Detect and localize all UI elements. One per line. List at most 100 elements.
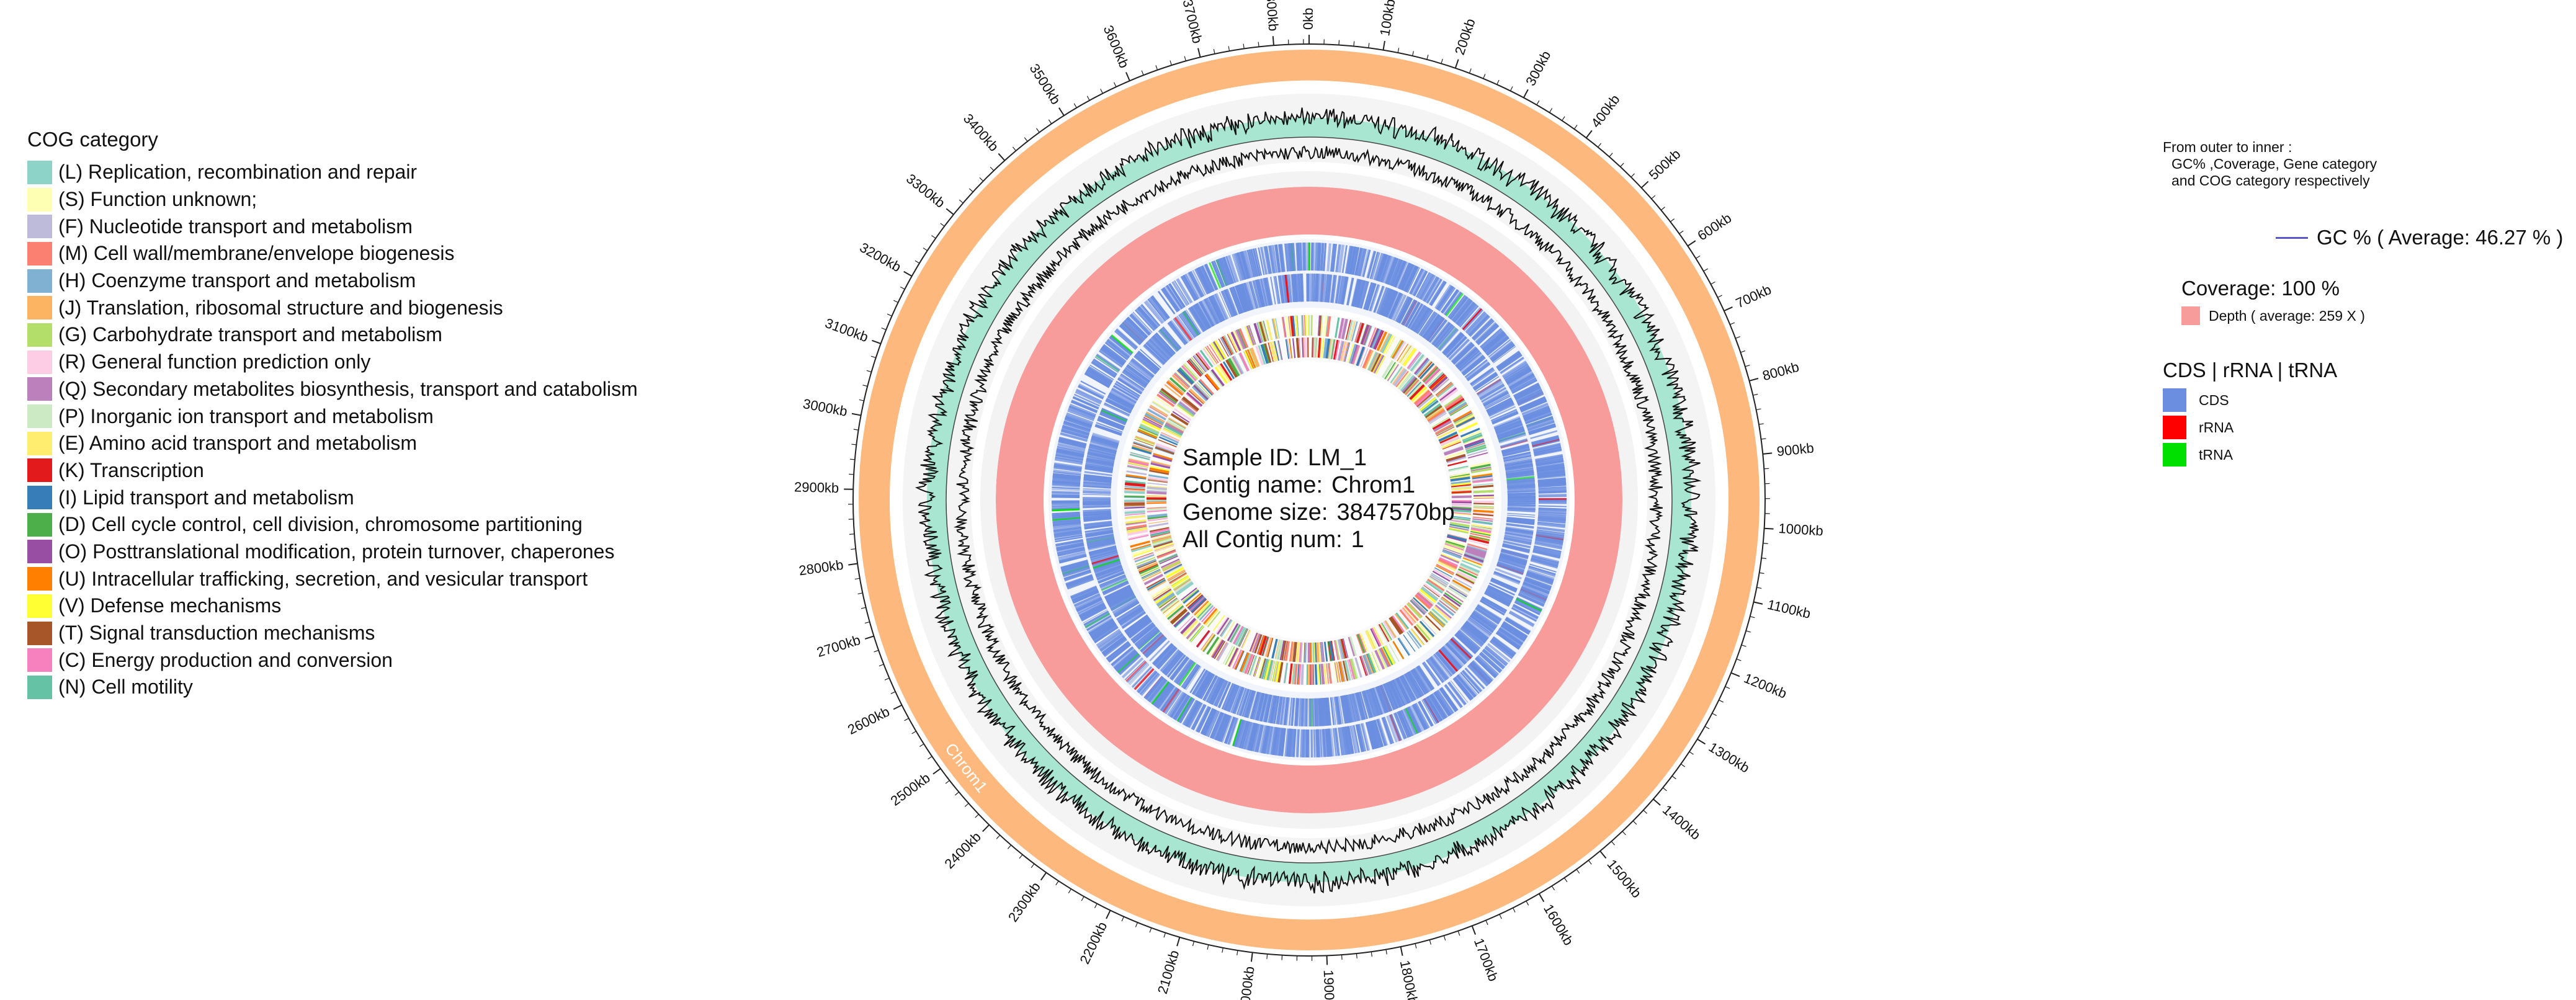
feature-mark — [1135, 308, 1156, 331]
feature-mark — [1149, 680, 1169, 704]
cog-mark — [1199, 605, 1214, 621]
cog-mark — [1377, 648, 1388, 668]
feature-mark — [1073, 592, 1101, 607]
feature-mark — [1398, 298, 1413, 324]
cog-mark — [1459, 565, 1479, 575]
feature-mark — [1242, 251, 1251, 279]
cog-mark — [1421, 587, 1438, 601]
feature-mark — [1538, 509, 1567, 512]
feature-mark — [1085, 530, 1114, 538]
feature-mark — [1086, 453, 1115, 462]
cog-mark — [1187, 391, 1204, 405]
cog-mark — [1459, 566, 1478, 576]
cog-mark — [1161, 560, 1180, 569]
cog-mark — [1346, 319, 1353, 341]
cog-mark — [1453, 577, 1472, 589]
feature-mark — [1137, 629, 1160, 649]
cog-mark — [1456, 573, 1475, 584]
feature-mark — [1169, 319, 1189, 344]
feature-mark — [1243, 690, 1254, 718]
feature-mark — [1270, 277, 1276, 305]
cog-mark — [1450, 520, 1470, 524]
cog-mark — [1254, 634, 1263, 654]
feature-mark — [1417, 273, 1434, 299]
cog-mark — [1410, 354, 1424, 372]
feature-mark — [1527, 569, 1555, 579]
feature-mark — [1405, 672, 1421, 699]
cog-mark — [1449, 466, 1469, 472]
axis-minor-tick — [1469, 68, 1472, 74]
feature-mark — [1160, 649, 1180, 672]
axis-tick-label: 3600kb — [1100, 23, 1132, 70]
feature-mark — [1410, 671, 1424, 695]
cog-mark — [1186, 391, 1203, 407]
feature-mark — [1173, 695, 1190, 720]
feature-mark — [1537, 477, 1566, 483]
cog-mark — [1148, 476, 1168, 482]
cog-label: (T) Signal transduction mechanisms — [58, 622, 375, 645]
feature-mark — [1128, 362, 1152, 381]
cog-mark — [1390, 616, 1403, 634]
feature-mark — [1149, 296, 1169, 320]
feature-mark — [1219, 258, 1231, 285]
cog-mark — [1356, 634, 1364, 654]
cog-mark — [1204, 374, 1219, 391]
feature-mark — [1134, 626, 1157, 646]
feature-mark — [1085, 468, 1113, 473]
feature-mark — [1260, 694, 1268, 721]
feature-mark — [1168, 692, 1186, 717]
cog-mark — [1260, 344, 1269, 364]
cog-mark — [1451, 480, 1471, 484]
feature-mark — [1114, 331, 1137, 350]
feature-mark — [1460, 672, 1479, 694]
feature-mark — [1211, 261, 1224, 288]
feature-mark — [1457, 349, 1480, 370]
cog-mark — [1131, 447, 1152, 455]
feature-mark — [1437, 689, 1454, 714]
cog-mark — [1187, 594, 1203, 609]
cog-mark — [1264, 659, 1271, 680]
cog-mark — [1274, 341, 1279, 361]
feature-mark — [1452, 343, 1475, 365]
feature-mark — [1479, 383, 1505, 401]
feature-mark — [1181, 311, 1199, 336]
cog-mark — [1212, 640, 1225, 659]
cog-mark — [1305, 315, 1307, 336]
feature-mark — [1500, 357, 1524, 375]
cog-mark — [1166, 382, 1183, 396]
cog-legend-item: (U) Intracellular trafficking, secretion… — [27, 565, 638, 592]
feature-mark — [1262, 725, 1269, 754]
axis-tick-label: 0kb — [1300, 8, 1316, 30]
feature-mark — [1375, 718, 1387, 746]
feature-mark — [1511, 379, 1537, 394]
feature-mark — [1362, 249, 1371, 277]
feature-mark — [1281, 728, 1286, 756]
feature-mark — [1097, 630, 1122, 649]
axis-minor-tick — [1611, 841, 1615, 846]
cog-mark — [1421, 619, 1436, 635]
cog-mark — [1153, 453, 1173, 460]
feature-mark — [1444, 684, 1463, 708]
cog-mark — [1140, 567, 1160, 577]
feature-mark — [1468, 314, 1490, 336]
feature-mark — [1266, 277, 1273, 305]
feature-mark — [1287, 243, 1294, 272]
cog-mark — [1451, 579, 1471, 592]
feature-mark — [1361, 249, 1370, 277]
axis-minor-tick — [1356, 953, 1357, 959]
cog-mark — [1281, 316, 1287, 337]
feature-mark — [1435, 285, 1454, 310]
cog-mark — [1441, 439, 1461, 449]
feature-mark — [1474, 373, 1498, 391]
cog-mark — [1449, 473, 1470, 479]
feature-mark — [1429, 281, 1447, 306]
feature-mark — [1080, 380, 1106, 395]
feature-mark — [1464, 359, 1488, 378]
feature-mark — [1501, 360, 1527, 377]
cog-mark — [1443, 545, 1464, 554]
cog-mark — [1447, 534, 1467, 540]
cog-mark — [1375, 331, 1386, 350]
cog-label: (D) Cell cycle control, cell division, c… — [58, 513, 583, 536]
feature-mark — [1254, 248, 1263, 276]
cog-mark — [1133, 442, 1153, 450]
